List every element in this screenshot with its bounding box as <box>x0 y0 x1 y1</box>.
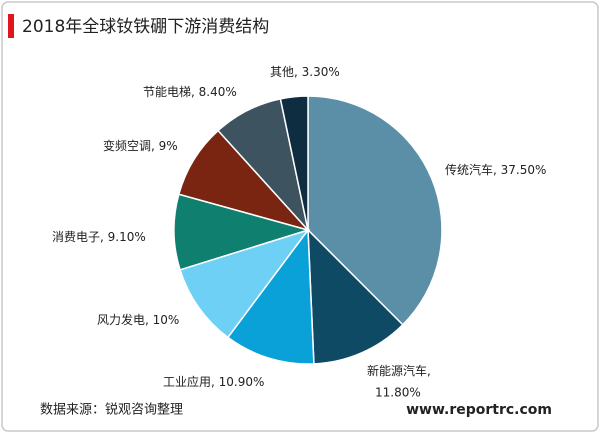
pie-slice <box>279 95 309 231</box>
slice-label: 变频空调, 9% <box>103 138 178 153</box>
pie-slice <box>307 228 404 365</box>
pie-slice <box>179 228 310 339</box>
value-label: 37.50% <box>501 163 547 177</box>
label-separator: , <box>151 139 159 153</box>
label-separator: , <box>100 230 108 244</box>
value-label: 9.10% <box>108 230 146 244</box>
slice-label: 传统汽车, 37.50% <box>445 162 546 177</box>
pie-slice <box>226 227 315 365</box>
category-label: 风力发电 <box>97 312 145 327</box>
category-label: 工业应用 <box>163 374 211 389</box>
slice-label: 其他, 3.30% <box>270 65 340 79</box>
slice-label: 消费电子, 9.10% <box>52 230 146 244</box>
value-label: 11.80% <box>375 386 421 400</box>
label-separator: , <box>294 65 302 79</box>
title-accent <box>8 14 14 38</box>
label-separator: , <box>427 364 435 378</box>
category-label: 变频空调 <box>103 138 151 153</box>
slice-label: 节能电梯, 8.40% <box>143 85 237 99</box>
value-label: 3.30% <box>302 65 340 79</box>
label-separator: , <box>191 85 199 99</box>
slice-label: 工业应用, 10.90% <box>163 374 264 389</box>
label-separator: , <box>493 163 501 177</box>
category-label: 消费电子 <box>52 230 100 244</box>
label-separator: , <box>211 375 219 389</box>
slice-label: 新能源汽车, <box>367 363 435 378</box>
category-label: 新能源汽车 <box>367 363 427 378</box>
chart-title: 2018年全球钕铁硼下游消费结构 <box>22 17 269 37</box>
category-label: 节能电梯 <box>143 85 191 99</box>
value-label: 10% <box>153 313 180 327</box>
category-label: 传统汽车 <box>445 162 493 177</box>
category-label: 其他 <box>270 65 294 79</box>
source-note: 数据来源：锐观咨询整理 <box>40 403 183 418</box>
website: www.reportrc.com <box>406 402 552 418</box>
value-label: 9% <box>159 139 178 153</box>
value-label: 8.40% <box>199 85 237 99</box>
label-separator: , <box>145 313 153 327</box>
value-label: 10.90% <box>219 375 265 389</box>
pie-slice <box>307 95 443 326</box>
slice-label: 风力发电, 10% <box>97 312 179 327</box>
